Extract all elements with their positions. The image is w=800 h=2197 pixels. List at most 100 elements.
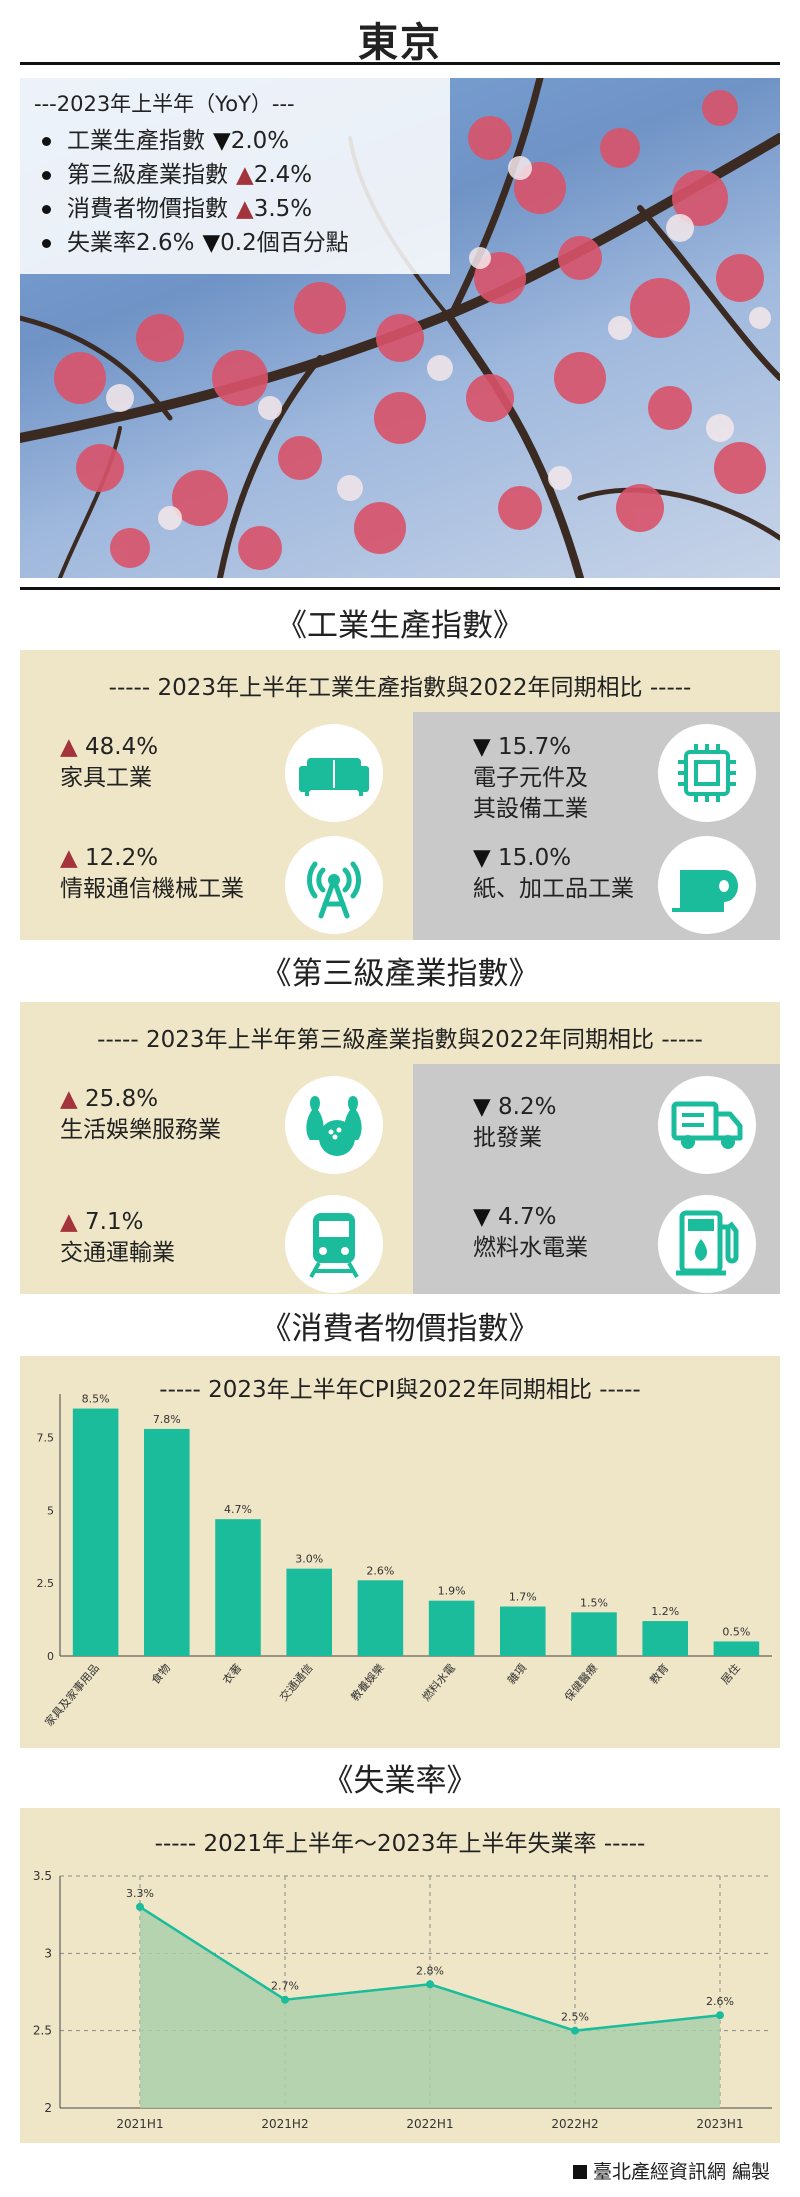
tertiary-item-leisure: ▲ 25.8% 生活娛樂服務業 [60, 1086, 221, 1143]
industry-label-line2: 其設備工業 [473, 796, 588, 822]
down-arrow-icon: ▼ [213, 128, 231, 154]
down-arrow-icon: ▼ [473, 845, 491, 871]
industry-item-furniture: ▲ 48.4% 家具工業 [60, 734, 159, 791]
tertiary-section-title: 《第三級產業指數》 [260, 956, 540, 992]
cpi-data-label: 7.8% [153, 1413, 181, 1426]
cpi-panel: ----- 2023年上半年CPI與2022年同期相比 ----- 0 2.5 5 7… [20, 1356, 780, 1748]
unemployment-data-label: 3.3% [126, 1887, 154, 1900]
title-underline [20, 62, 780, 65]
cpi-bar [571, 1612, 617, 1656]
summary-value: 2.4% [253, 162, 313, 188]
unemployment-point [571, 2026, 579, 2035]
summary-label: 消費者物價指數 [67, 196, 228, 222]
industry-label: 家具工業 [60, 765, 152, 791]
x-tick-label: 交通通信 [276, 1661, 315, 1704]
cpi-bar [72, 1408, 119, 1656]
x-tick-label: 2023H1 [696, 2117, 743, 2131]
x-tick-label: 2022H2 [551, 2117, 598, 2131]
unemployment-data-label: 2.6% [706, 1995, 734, 2008]
up-arrow-icon: ▲ [60, 1209, 78, 1235]
y-tick-label: 5 [47, 1504, 54, 1517]
unemployment-point [716, 2011, 724, 2020]
x-tick-label: 居住 [718, 1661, 743, 1687]
tertiary-panel: ----- 2023年上半年第三級產業指數與2022年同期相比 ----- ▲ … [20, 1002, 780, 1294]
tertiary-item-transport: ▲ 7.1% 交通運輸業 [60, 1209, 175, 1266]
y-tick-label: 2.5 [33, 2024, 52, 2038]
summary-value: 2.0% [230, 128, 290, 154]
x-tick-label: 家具及家事用品 [42, 1661, 102, 1729]
x-tick-label: 2021H2 [261, 2117, 308, 2131]
bullet-icon [42, 136, 51, 146]
cpi-bar [428, 1600, 475, 1656]
down-arrow-icon: ▼ [473, 1204, 491, 1230]
cpi-data-label: 4.7% [224, 1503, 252, 1516]
summary-box: ---2023年上半年（YoY）--- 工業生產指數 ▼ 2.0% 第三級產業指數 ▲ 2… [20, 78, 450, 274]
square-bullet-icon [572, 2165, 587, 2179]
y-tick-label: 7.5 [37, 1432, 55, 1445]
x-tick-label: 2022H1 [406, 2117, 453, 2131]
industry-label: 交通運輸業 [60, 1240, 175, 1266]
train-icon [285, 1195, 383, 1293]
industry-label: 燃料水電業 [473, 1235, 588, 1261]
summary-item: 消費者物價指數 ▲ 3.5% [34, 192, 436, 226]
section-divider [20, 587, 780, 590]
unemployment-area [140, 1906, 720, 2108]
bullet-icon [42, 238, 51, 248]
cpi-data-label: 1.7% [509, 1591, 537, 1604]
summary-item: 失業率2.6% ▼ 0.2個百分點 [34, 226, 436, 260]
cpi-bar [500, 1606, 546, 1656]
cpi-bar [357, 1580, 404, 1656]
x-tick-label: 教育 [647, 1661, 672, 1687]
summary-label: 失業率2.6% [67, 230, 195, 256]
antenna-icon [285, 836, 383, 934]
industrial-panel: ----- 2023年上半年工業生產指數與2022年同期相比 ----- ▲ 4… [20, 650, 780, 940]
industry-label: 紙、加工品工業 [473, 876, 634, 902]
summary-label: 第三級產業指數 [67, 162, 228, 188]
unemployment-data-label: 2.5% [561, 2011, 589, 2024]
bullet-icon [42, 170, 51, 180]
unemployment-section-title: 《失業率》 [322, 1763, 478, 1799]
paper-roll-icon [658, 836, 756, 934]
unemployment-line-chart: 2 2.5 3 3.5 3.3% 2021H1 2.7% 2021H2 2.8% 2022H1 2.… [33, 1869, 772, 2131]
y-tick-label: 0 [47, 1650, 54, 1663]
cpi-bar [144, 1428, 190, 1656]
cpi-bar [642, 1621, 688, 1656]
cpi-bar [713, 1641, 760, 1656]
sofa-icon [285, 724, 383, 822]
summary-item: 第三級產業指數 ▲ 2.4% [34, 158, 436, 192]
industrial-section-title: 《工業生產指數》 [276, 608, 524, 644]
credit-line: 臺北產經資訊網 編製 [572, 2157, 770, 2184]
x-tick-label: 2021H1 [116, 2117, 163, 2131]
y-tick-label: 3.5 [33, 1869, 52, 1883]
cpi-data-label: 8.5% [82, 1393, 110, 1406]
industry-item-paper: ▼ 15.0% 紙、加工品工業 [473, 845, 634, 902]
tertiary-item-wholesale: ▼ 8.2% 批發業 [473, 1094, 557, 1151]
cpi-data-label: 1.2% [651, 1605, 679, 1618]
cpi-data-label: 1.5% [580, 1596, 608, 1609]
page-title: 東京 [358, 20, 442, 66]
x-tick-label: 教養娛樂 [348, 1661, 387, 1704]
cpi-bar [215, 1519, 261, 1656]
down-arrow-icon: ▼ [473, 1094, 491, 1120]
x-tick-label: 衣著 [219, 1661, 244, 1687]
cpi-data-label: 1.9% [438, 1585, 466, 1598]
summary-heading: ---2023年上半年（YoY）--- [34, 92, 295, 116]
cpi-data-label: 2.6% [366, 1564, 394, 1577]
industry-item-ict-machinery: ▲ 12.2% 情報通信機械工業 [60, 845, 244, 902]
cpi-panel-title: ----- 2023年上半年CPI與2022年同期相比 ----- [159, 1377, 641, 1403]
cpi-bar [286, 1568, 332, 1656]
x-tick-label: 食物 [148, 1661, 173, 1687]
unemployment-point [281, 1995, 289, 2004]
bowling-icon [285, 1076, 383, 1174]
x-tick-label: 燃料水電 [419, 1661, 458, 1704]
cherry-blossom-image: ---2023年上半年（YoY）--- 工業生產指數 ▼ 2.0% 第三級產業指數 ▲ 2… [20, 78, 780, 578]
unemployment-panel-title: ----- 2021年上半年～2023年上半年失業率 ----- [154, 1831, 646, 1857]
industry-label: 批發業 [473, 1125, 542, 1151]
y-tick-label: 2.5 [37, 1577, 55, 1590]
industry-item-electronic-components: ▼ 15.7% 電子元件及 其設備工業 [473, 732, 588, 825]
industry-label: 電子元件及 [473, 765, 588, 791]
fuel-pump-icon [658, 1195, 756, 1293]
summary-list: 工業生產指數 ▼ 2.0% 第三級產業指數 ▲ 2.4% 消費者物價指數 ▲ 3.5% 失業率2.… [34, 124, 436, 260]
x-tick-label: 保健醫療 [561, 1661, 600, 1704]
down-arrow-icon: ▼ [473, 734, 491, 760]
